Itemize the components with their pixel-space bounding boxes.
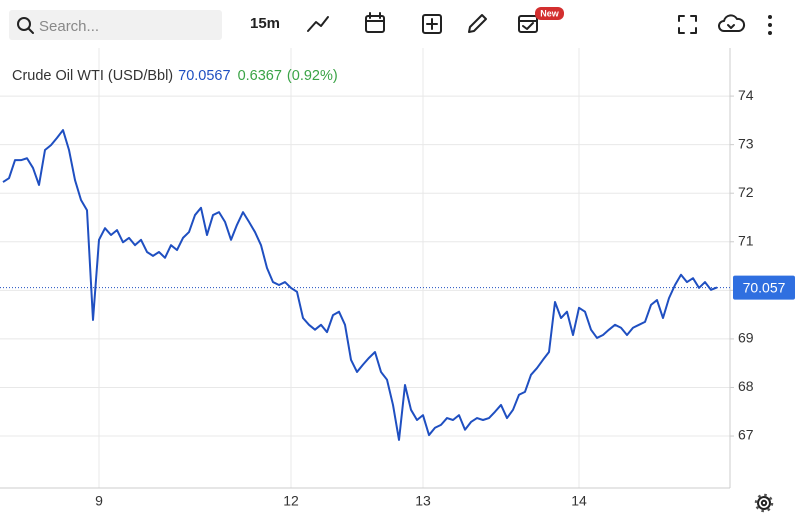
add-indicator-icon[interactable]: [422, 14, 442, 34]
settings-icon[interactable]: [754, 493, 774, 513]
settings-icon[interactable]: [754, 493, 774, 513]
chart-header: Crude Oil WTI (USD/Bbl) 70.0567 0.6367 (0.9…: [12, 68, 338, 84]
chart-title: Crude Oil WTI (USD/Bbl): [12, 68, 173, 84]
fullscreen-icon[interactable]: [678, 15, 685, 22]
menu-icon[interactable]: [768, 15, 772, 19]
plot: 6768697071727374912131470.057: [0, 48, 795, 509]
download-icon[interactable]: [718, 14, 746, 32]
download-icon[interactable]: [727, 24, 735, 29]
fullscreen-icon[interactable]: [678, 27, 685, 34]
x-tick-label: 9: [95, 493, 103, 509]
fullscreen-icon[interactable]: [690, 15, 697, 22]
x-tick-label: 13: [415, 493, 431, 509]
events-icon[interactable]: [518, 15, 538, 33]
download-icon[interactable]: [718, 14, 746, 32]
add-indicator-icon[interactable]: [422, 14, 442, 34]
last-price-badge: [733, 275, 795, 300]
search-box[interactable]: [9, 10, 222, 40]
calendar-icon[interactable]: [365, 15, 385, 33]
chart-type-icon[interactable]: [307, 16, 329, 32]
interval-button[interactable]: 15m: [250, 15, 280, 32]
menu-icon[interactable]: [768, 31, 772, 35]
y-tick-label: 68: [738, 378, 754, 394]
y-tick-label: 74: [738, 87, 754, 103]
y-tick-label: 73: [738, 135, 754, 151]
new-badge: [535, 7, 564, 20]
new-badge-text: New: [540, 8, 560, 18]
last-price-label: 70.057: [743, 279, 786, 295]
price-line: [2, 129, 718, 441]
settings-icon[interactable]: [760, 499, 768, 507]
fullscreen-icon[interactable]: [690, 27, 697, 34]
events-icon[interactable]: [522, 22, 534, 30]
y-tick-label: 72: [738, 184, 754, 200]
search-icon: [17, 17, 31, 31]
y-tick-label: 67: [738, 427, 754, 443]
events-icon[interactable]: [518, 15, 538, 33]
y-tick-label: 69: [738, 330, 754, 346]
x-tick-label: 14: [571, 493, 587, 509]
change-percent: (0.92%): [287, 68, 338, 84]
search-placeholder: Search...: [39, 18, 99, 35]
change: 0.6367: [238, 68, 282, 84]
price: 70.0567: [178, 68, 230, 84]
menu-icon[interactable]: [768, 23, 772, 27]
calendar-icon[interactable]: [365, 12, 385, 33]
draw-icon[interactable]: [468, 14, 487, 33]
x-tick-label: 12: [283, 493, 299, 509]
fullscreen-icon[interactable]: [678, 15, 697, 34]
y-tick-label: 71: [738, 232, 754, 248]
search-icon: [27, 27, 34, 34]
settings-icon[interactable]: [757, 496, 771, 510]
toolbar: Search... 15m New: [9, 7, 772, 40]
